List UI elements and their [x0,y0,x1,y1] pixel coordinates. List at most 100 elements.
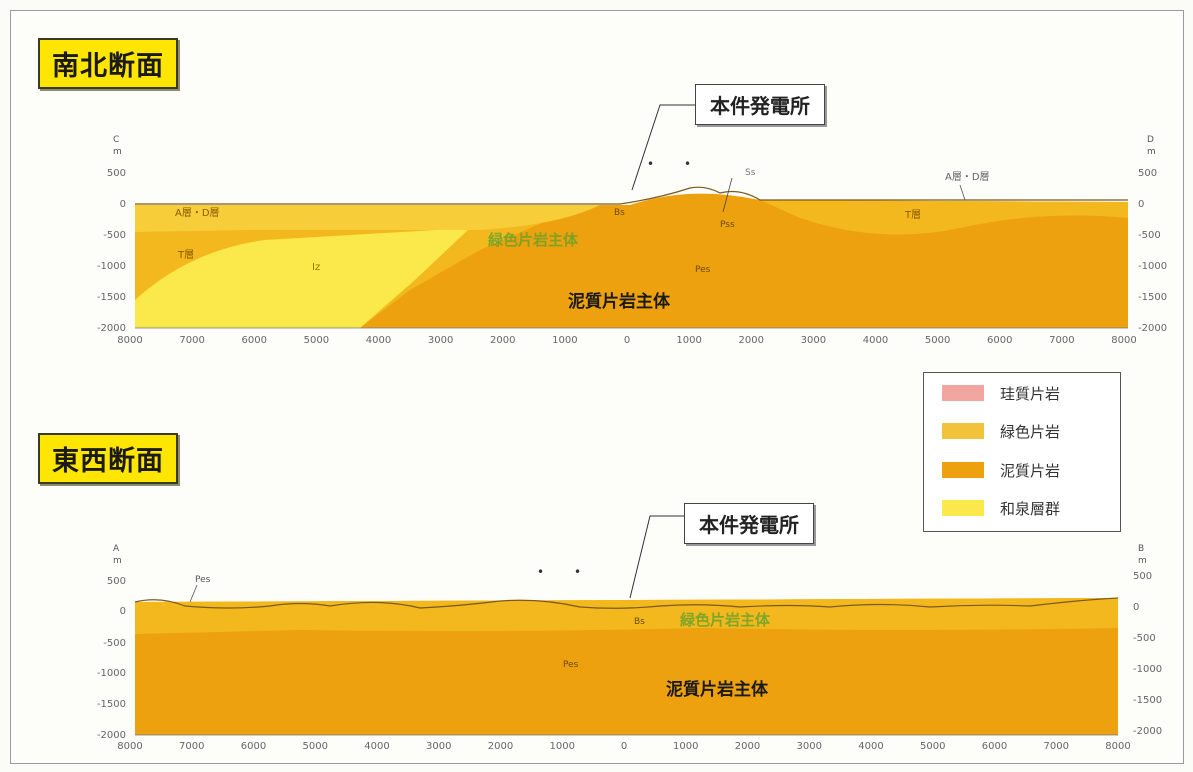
x-tick-label: 5000 [925,335,950,346]
x-tick-label: 4000 [863,335,888,346]
legend-swatch [942,462,984,478]
x-tick-label: 6000 [242,335,267,346]
ns-ytick-right: 0 [1138,199,1144,210]
ew-green-schist-band [135,598,1118,634]
legend-label: 珪質片岩 [1000,384,1061,403]
legend-label: 和泉層群 [1000,499,1061,518]
ew-cross-section [134,597,1119,736]
legend: 珪質片岩 緑色片岩 泥質片岩 和泉層群 [923,372,1121,532]
ew-ytick: -2000 [97,730,126,741]
ew-left-unit: m [113,556,122,566]
ew-ytick-right: -500 [1133,633,1156,644]
ns-section-title: 南北断面 [38,38,178,89]
ew-ground-surface-line [134,597,1119,609]
ew-section-title: 東西断面 [38,433,178,484]
ns-ground-surface-line [135,186,1128,205]
ns-ytick: -1500 [97,292,126,303]
ew-callout-leader [629,515,684,599]
ns-power-plant-callout: 本件発電所 [695,84,825,125]
legend-swatch [942,500,984,516]
ew-pelitic-schist-area [135,598,1118,735]
ns-ytick-right: -500 [1138,230,1161,241]
ns-green-schist-main-label: 緑色片岩主体 [488,231,579,249]
ns-right-unit: m [1147,147,1156,157]
ew-right-unit: m [1138,556,1147,566]
legend-swatch [942,385,984,401]
x-tick-label: 6000 [982,741,1007,752]
x-tick-label: 7000 [179,741,204,752]
ns-t-layer-right-label: T層 [904,209,921,221]
ns-izumi-label: Iz [312,262,320,273]
x-tick-label: 5000 [303,741,328,752]
legend-label: 泥質片岩 [1000,461,1061,480]
ew-bs-label: Bs [634,617,645,627]
ns-ytick-right: -2000 [1138,323,1167,334]
x-tick-label: 3000 [428,335,453,346]
ns-ytick-right: -1500 [1138,292,1167,303]
x-tick-label: 7000 [1044,741,1069,752]
ns-plant-marker-right: • [684,157,691,171]
x-tick-label: 1000 [676,335,701,346]
ns-pes-label: Pes [695,265,711,275]
ew-ytick-right: -2000 [1133,726,1162,737]
ew-right-end-label: B [1138,544,1144,554]
ew-power-plant-callout: 本件発電所 [684,503,814,544]
x-tick-label: 2000 [739,335,764,346]
ew-pelitic-schist-main-label: 泥質片岩主体 [666,679,769,700]
ew-ytick-right: -1500 [1133,695,1162,706]
ns-left-unit: m [113,147,122,157]
ns-ytick: 500 [107,168,126,179]
ew-pes-leader [189,584,198,603]
ew-left-end-label: A [113,544,120,554]
x-tick-label: 3000 [426,741,451,752]
legend-label: 緑色片岩 [1000,422,1061,441]
x-tick-label: 3000 [797,741,822,752]
ns-ad-layer-right-label: A層・D層 [945,171,990,183]
ew-green-schist-main-label: 緑色片岩主体 [680,611,771,629]
x-tick-label: 0 [621,741,627,752]
ew-ytick: -500 [103,638,126,649]
x-tick-label: 1000 [673,741,698,752]
x-tick-label: 7000 [1049,335,1074,346]
ns-right-upper-layer [760,200,1128,235]
legend-swatch [942,423,984,439]
x-tick-label: 8000 [117,741,142,752]
legend-item-siliceous-schist: 珪質片岩 [942,382,1060,404]
ns-bs-label: Bs [614,208,625,218]
ns-plant-marker-left: • [647,157,654,171]
ns-ytick-right: 500 [1138,168,1157,179]
ns-ytick: 0 [120,199,126,210]
x-tick-label: 1000 [552,335,577,346]
ew-plant-marker-right: • [574,565,581,579]
ns-callout-leader [631,104,695,191]
ns-ytick: -2000 [97,323,126,334]
ew-pes-left-label: Pes [195,575,211,585]
ns-left-end-label: C [113,135,119,145]
ns-ss-leader [722,177,733,213]
ns-surface-layer [135,205,600,232]
x-tick-label: 8000 [1105,741,1130,752]
x-tick-label: 8000 [117,335,142,346]
ew-ytick-right: -1000 [1133,664,1162,675]
legend-item-pelitic-schist: 泥質片岩 [942,459,1060,481]
ns-pss-label: Pss [720,220,735,230]
x-tick-label: 2000 [735,741,760,752]
legend-item-green-schist: 緑色片岩 [942,420,1060,442]
ns-cross-section [135,186,1128,329]
ew-ytick-right: 0 [1133,602,1139,613]
ns-t-layer-left-label: T層 [177,249,194,261]
x-tick-label: 7000 [179,335,204,346]
x-tick-label: 2000 [490,335,515,346]
ew-pes-label: Pes [563,660,579,670]
ew-ytick: 0 [120,606,126,617]
x-tick-label: 1000 [550,741,575,752]
ew-plant-marker-left: • [537,565,544,579]
x-tick-label: 0 [624,335,630,346]
x-tick-label: 4000 [858,741,883,752]
ew-ytick-right: 500 [1133,571,1152,582]
ew-ytick: -1500 [97,699,126,710]
x-tick-label: 5000 [920,741,945,752]
x-tick-label: 4000 [366,335,391,346]
x-tick-label: 5000 [304,335,329,346]
